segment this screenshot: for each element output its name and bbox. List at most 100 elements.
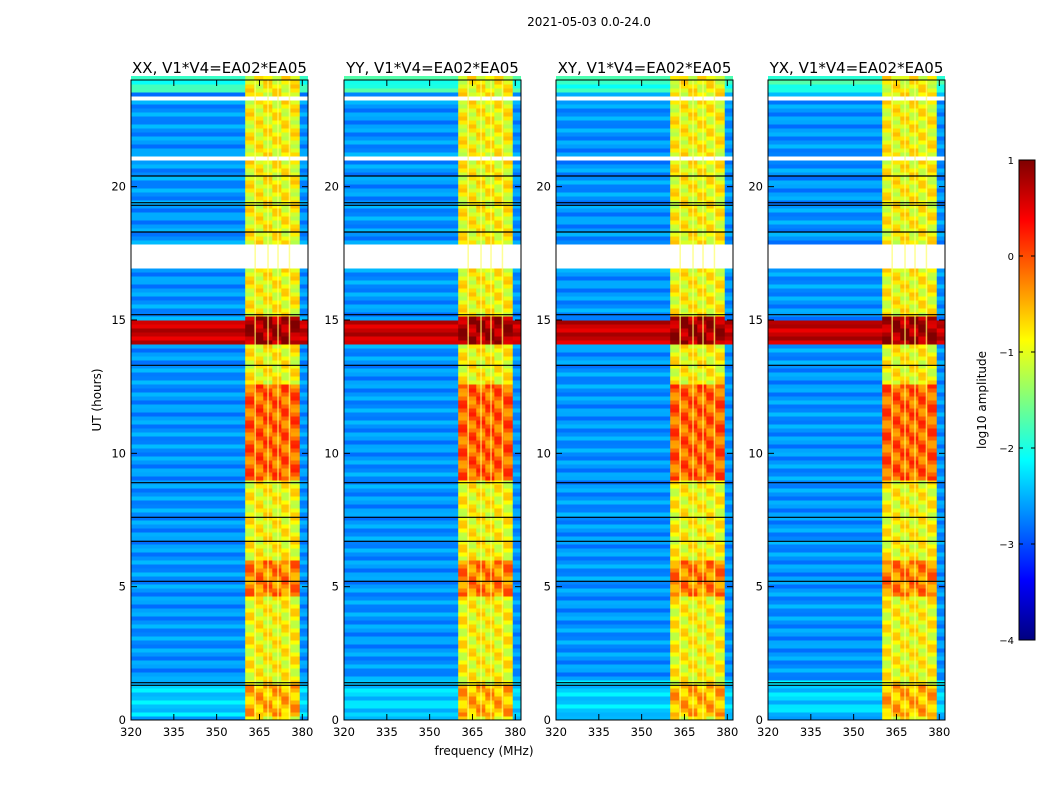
- heatmap-cell: [503, 512, 513, 517]
- heatmap-cell: [485, 356, 495, 361]
- heatmap-cell: [882, 204, 892, 209]
- heatmap-cell: [458, 648, 468, 653]
- heatmap-cell: [467, 320, 477, 325]
- heatmap-row: [556, 132, 733, 137]
- heatmap-cell: [467, 180, 477, 185]
- heatmap-cell: [494, 488, 504, 493]
- heatmap-row: [556, 464, 733, 469]
- heatmap-cell: [918, 452, 928, 457]
- heatmap-cell: [458, 176, 468, 181]
- heatmap-cell: [909, 580, 919, 585]
- heatmap-cell: [927, 524, 937, 529]
- heatmap-row: [768, 240, 945, 245]
- heatmap-cell: [891, 616, 901, 621]
- heatmap-cell: [927, 344, 937, 349]
- heatmap-cell: [891, 644, 901, 649]
- heatmap-cell: [679, 604, 689, 609]
- heatmap-cell: [882, 128, 892, 133]
- heatmap-cell: [494, 376, 504, 381]
- heatmap-cell: [882, 300, 892, 305]
- heatmap-cell: [918, 612, 928, 617]
- heatmap-cell: [290, 388, 300, 393]
- heatmap-cell: [918, 152, 928, 157]
- heatmap-cell: [909, 164, 919, 169]
- heatmap-cell: [494, 620, 504, 625]
- heatmap-cell: [458, 568, 468, 573]
- heatmap-cell: [290, 660, 300, 665]
- heatmap-cell: [697, 528, 707, 533]
- heatmap-row: [344, 660, 521, 665]
- heatmap-cell: [494, 472, 504, 477]
- heatmap-cell: [467, 280, 477, 285]
- heatmap-cell: [715, 356, 725, 361]
- heatmap-cell: [485, 556, 495, 561]
- heatmap-cell: [281, 508, 291, 513]
- heatmap-cell: [891, 352, 901, 357]
- heatmap-cell: [254, 528, 264, 533]
- heatmap-cell: [245, 628, 255, 633]
- heatmap-cell: [503, 592, 513, 597]
- heatmap-row: [344, 604, 521, 609]
- heatmap-row: [131, 616, 308, 621]
- heatmap-cell: [918, 568, 928, 573]
- heatmap-row: [344, 280, 521, 285]
- heatmap-cell: [715, 412, 725, 417]
- heatmap-row: [344, 524, 521, 529]
- heatmap-cell: [290, 472, 300, 477]
- heatmap-row: [556, 388, 733, 393]
- heatmap-cell: [679, 640, 689, 645]
- heatmap-row: [768, 448, 945, 453]
- heatmap-cell: [715, 196, 725, 201]
- heatmap-cell: [882, 392, 892, 397]
- heatmap-cell: [891, 128, 901, 133]
- heatmap-row: [768, 100, 945, 105]
- heatmap-row: [344, 452, 521, 457]
- heatmap-cell: [909, 140, 919, 145]
- heatmap-row: [556, 416, 733, 421]
- heatmap-row: [344, 464, 521, 469]
- heatmap-cell: [909, 144, 919, 149]
- heatmap-cell: [290, 572, 300, 577]
- heatmap-cell: [245, 660, 255, 665]
- heatmap-row: [768, 80, 945, 85]
- heatmap-row: [556, 112, 733, 117]
- heatmap-row: [768, 168, 945, 173]
- heatmap-row: [768, 572, 945, 577]
- heatmap-cell: [918, 284, 928, 289]
- heatmap-row: [131, 220, 308, 225]
- heatmap-cell: [245, 164, 255, 169]
- heatmap-cell: [272, 620, 282, 625]
- heatmap-cell: [245, 120, 255, 125]
- heatmap-row: [131, 544, 308, 549]
- heatmap-cell: [467, 524, 477, 529]
- heatmap-cell: [679, 596, 689, 601]
- heatmap-row: [768, 692, 945, 697]
- heatmap-cell: [679, 708, 689, 713]
- heatmap-cell: [882, 212, 892, 217]
- heatmap-cell: [679, 704, 689, 709]
- heatmap-cell: [679, 616, 689, 621]
- heatmap-cell: [927, 452, 937, 457]
- heatmap-cell: [715, 436, 725, 441]
- heatmap-cell: [909, 212, 919, 217]
- heatmap-cell: [679, 108, 689, 113]
- heatmap-cell: [245, 496, 255, 501]
- heatmap-cell: [485, 280, 495, 285]
- heatmap-cell: [882, 560, 892, 565]
- heatmap-row: [556, 588, 733, 593]
- heatmap-cell: [697, 560, 707, 565]
- heatmap-cell: [254, 636, 264, 641]
- heatmap-cell: [458, 124, 468, 129]
- heatmap-cell: [272, 420, 282, 425]
- heatmap-cell: [715, 580, 725, 585]
- heatmap-cell: [272, 712, 282, 717]
- heatmap-cell: [290, 404, 300, 409]
- heatmap-cell: [503, 80, 513, 85]
- heatmap-cell: [503, 528, 513, 533]
- heatmap-cell: [503, 448, 513, 453]
- heatmap-cell: [458, 228, 468, 233]
- heatmap-cell: [272, 204, 282, 209]
- heatmap-cell: [494, 520, 504, 525]
- heatmap-cell: [715, 448, 725, 453]
- heatmap-cell: [706, 288, 716, 293]
